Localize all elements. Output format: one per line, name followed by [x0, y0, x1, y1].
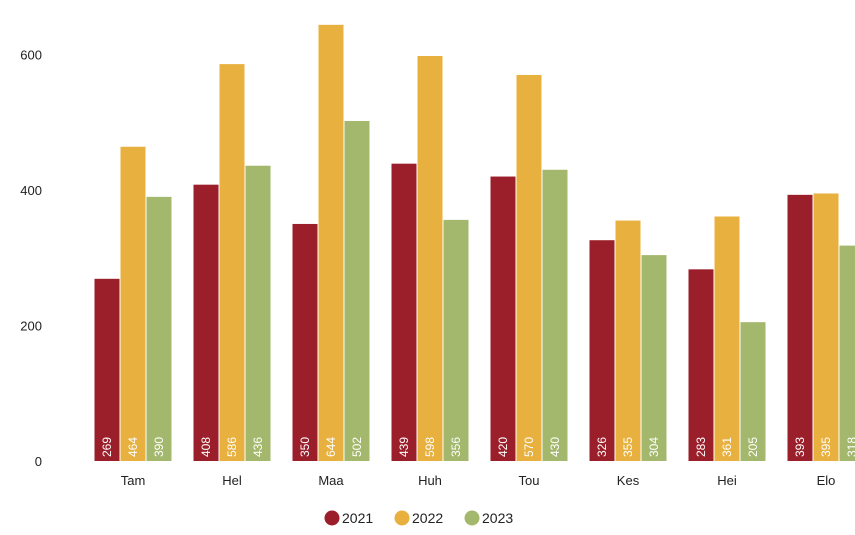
x-tick-label: Maa: [318, 473, 344, 488]
bar: [121, 147, 146, 461]
x-tick-label: Tou: [519, 473, 540, 488]
bar: [814, 193, 839, 461]
bar: [418, 56, 443, 461]
data-label: 361: [720, 437, 734, 457]
data-label: 644: [324, 437, 338, 457]
bars: 269 464 390 408 586 436 350 644 502 439 598 356 420 5…: [95, 25, 855, 461]
bar-group-elo: 393 395 318: [788, 193, 855, 461]
data-label: 598: [423, 437, 437, 457]
data-label: 269: [100, 437, 114, 457]
bar: [491, 177, 516, 461]
data-label: 350: [298, 437, 312, 457]
data-label: 502: [350, 437, 364, 457]
x-tick-label: Hei: [717, 473, 737, 488]
data-label: 395: [819, 437, 833, 457]
data-label: 570: [522, 437, 536, 457]
data-label: 430: [548, 437, 562, 457]
data-label: 283: [694, 437, 708, 457]
y-axis: 0 200 400 600: [20, 48, 42, 469]
data-label: 304: [647, 437, 661, 457]
bar: [543, 170, 568, 461]
bar: [220, 64, 245, 461]
data-label: 393: [793, 437, 807, 457]
bar-group-tam: 269 464 390: [95, 147, 172, 461]
legend-swatch: [325, 511, 340, 526]
bar: [715, 217, 740, 461]
bar-group-tou: 420 570 430: [491, 75, 568, 461]
data-label: 439: [397, 437, 411, 457]
bar: [517, 75, 542, 461]
data-label: 464: [126, 437, 140, 457]
bar: [616, 221, 641, 461]
bar: [590, 240, 615, 461]
bar: [293, 224, 318, 461]
legend-item: 2022: [395, 510, 444, 526]
data-label: 420: [496, 437, 510, 457]
bar: [246, 166, 271, 461]
data-label: 205: [746, 437, 760, 457]
bar: [147, 197, 172, 461]
data-label: 436: [251, 437, 265, 457]
x-tick-label: Hel: [222, 473, 242, 488]
data-label: 318: [845, 437, 855, 457]
bar: [392, 164, 417, 461]
bar: [345, 121, 370, 461]
data-label: 326: [595, 437, 609, 457]
y-tick-label: 400: [20, 183, 42, 198]
legend-item: 2021: [325, 510, 374, 526]
bar: [840, 246, 855, 461]
legend: 2021 2022 2023: [325, 510, 514, 526]
bar: [788, 195, 813, 461]
data-label: 355: [621, 437, 635, 457]
bar: [689, 269, 714, 461]
data-label: 356: [449, 437, 463, 457]
bar: [444, 220, 469, 461]
legend-swatch: [395, 511, 410, 526]
x-axis: Tam Hel Maa Huh Tou Kes Hei Elo: [121, 473, 836, 488]
data-label: 586: [225, 437, 239, 457]
legend-label: 2021: [342, 510, 373, 526]
legend-item: 2023: [465, 510, 514, 526]
bar-group-hel: 408 586 436: [194, 64, 271, 461]
x-tick-label: Huh: [418, 473, 442, 488]
legend-swatch: [465, 511, 480, 526]
legend-label: 2022: [412, 510, 443, 526]
bar-group-hei: 283 361 205: [689, 217, 766, 461]
x-tick-label: Kes: [617, 473, 640, 488]
y-tick-label: 0: [35, 454, 42, 469]
x-tick-label: Tam: [121, 473, 146, 488]
data-label: 390: [152, 437, 166, 457]
bar-group-maa: 350 644 502: [293, 25, 370, 461]
bar: [319, 25, 344, 461]
bar-group-huh: 439 598 356: [392, 56, 469, 461]
bar: [642, 255, 667, 461]
bar: [194, 185, 219, 461]
data-label: 408: [199, 437, 213, 457]
y-tick-label: 200: [20, 319, 42, 334]
bar: [95, 279, 120, 461]
legend-label: 2023: [482, 510, 513, 526]
y-tick-label: 600: [20, 48, 42, 63]
bar-group-kes: 326 355 304: [590, 221, 667, 461]
x-tick-label: Elo: [817, 473, 836, 488]
